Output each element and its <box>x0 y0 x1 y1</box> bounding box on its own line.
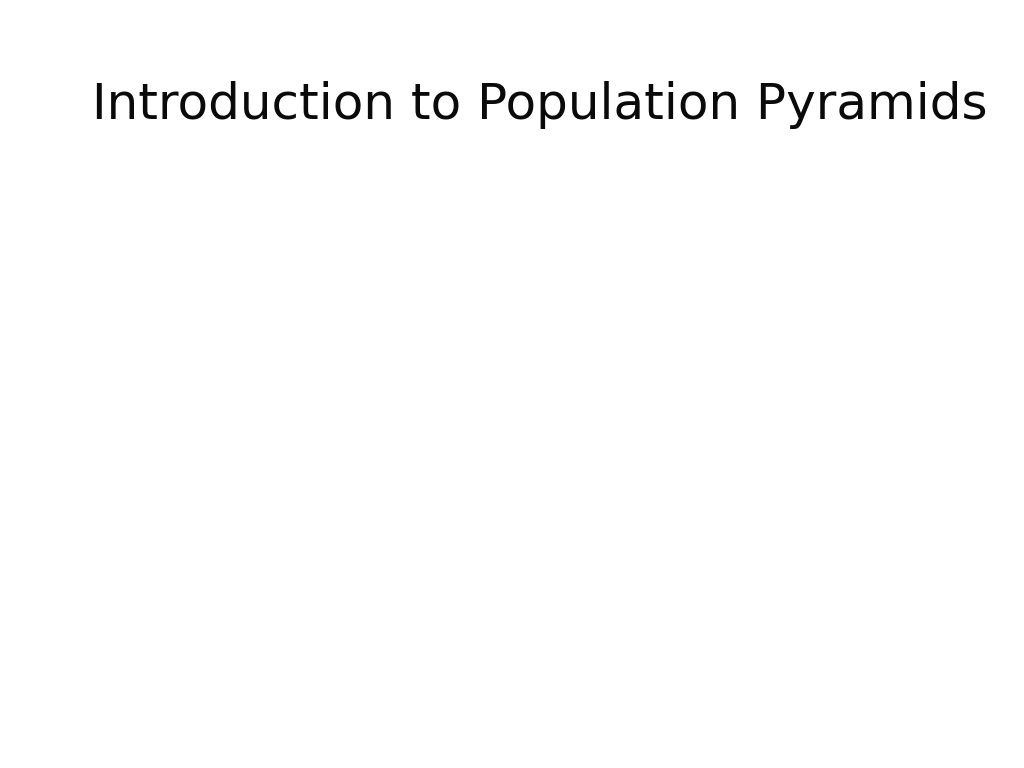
Text: Introduction to Population Pyramids: Introduction to Population Pyramids <box>92 81 988 128</box>
